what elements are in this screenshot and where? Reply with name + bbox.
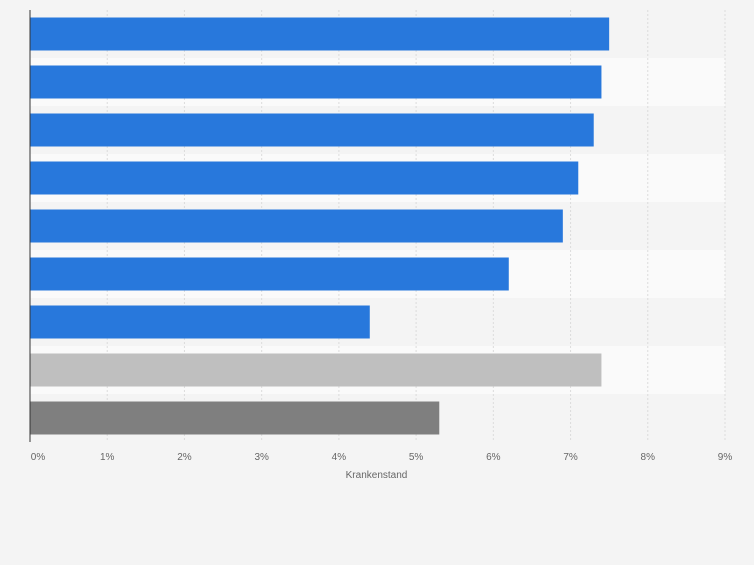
x-tick-labels: 0% 1% 2% 3% 4% 5% 6% 7% 8% 9% <box>31 452 733 463</box>
x-tick-label: 8% <box>641 452 656 463</box>
bar[interactable] <box>30 257 509 291</box>
x-tick-label: 6% <box>486 452 501 463</box>
x-tick-label: 1% <box>100 452 115 463</box>
bar[interactable] <box>30 17 610 51</box>
x-axis-label: Krankenstand <box>346 470 408 481</box>
bar[interactable] <box>30 353 602 387</box>
x-tick-label: 9% <box>718 452 733 463</box>
x-tick-label: 4% <box>332 452 347 463</box>
bar[interactable] <box>30 65 602 99</box>
x-tick-label: 5% <box>409 452 424 463</box>
x-tick-label: 0% <box>31 452 46 463</box>
bar[interactable] <box>30 113 594 147</box>
bar[interactable] <box>30 401 440 435</box>
bar[interactable] <box>30 305 370 339</box>
bar[interactable] <box>30 161 579 195</box>
x-tick-label: 3% <box>254 452 269 463</box>
bar[interactable] <box>30 209 563 243</box>
x-tick-label: 7% <box>563 452 578 463</box>
bars <box>30 17 610 435</box>
x-tick-label: 2% <box>177 452 192 463</box>
